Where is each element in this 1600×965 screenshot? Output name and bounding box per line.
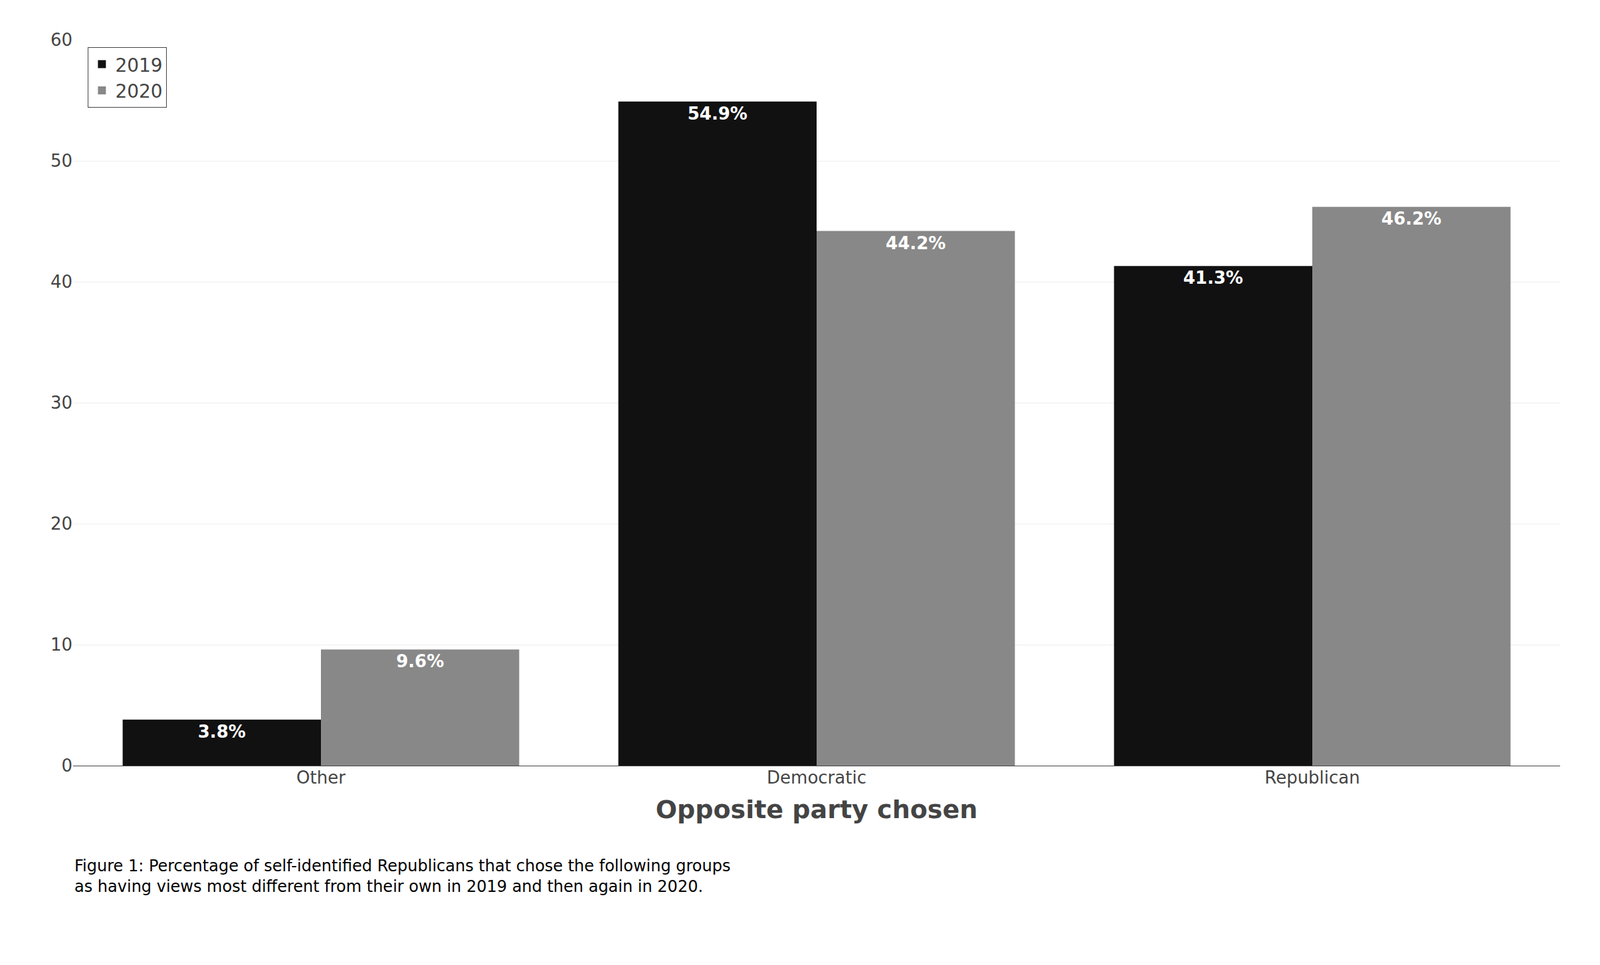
- svg-text:0: 0: [61, 755, 73, 776]
- svg-text:40: 40: [50, 271, 73, 292]
- svg-text:41.3%: 41.3%: [1183, 267, 1244, 288]
- svg-text:2019: 2019: [114, 54, 163, 77]
- svg-text:20: 20: [50, 513, 73, 534]
- svg-text:3.8%: 3.8%: [198, 721, 246, 742]
- svg-text:10: 10: [50, 634, 73, 655]
- svg-text:Opposite party chosen: Opposite party chosen: [655, 794, 979, 824]
- svg-text:46.2%: 46.2%: [1381, 208, 1442, 229]
- svg-text:2020: 2020: [114, 80, 163, 103]
- svg-text:9.6%: 9.6%: [396, 651, 444, 672]
- svg-text:44.2%: 44.2%: [885, 233, 946, 254]
- svg-text:Other: Other: [296, 767, 346, 788]
- svg-text:30: 30: [50, 392, 73, 413]
- svg-text:Democratic: Democratic: [766, 767, 867, 788]
- svg-text:54.9%: 54.9%: [687, 103, 748, 124]
- svg-text:50: 50: [50, 150, 73, 171]
- svg-text:60: 60: [50, 29, 73, 50]
- svg-text:Figure 1: Percentage of self-i: Figure 1: Percentage of self-identified …: [74, 856, 731, 896]
- svg-text:Republican: Republican: [1264, 767, 1361, 788]
